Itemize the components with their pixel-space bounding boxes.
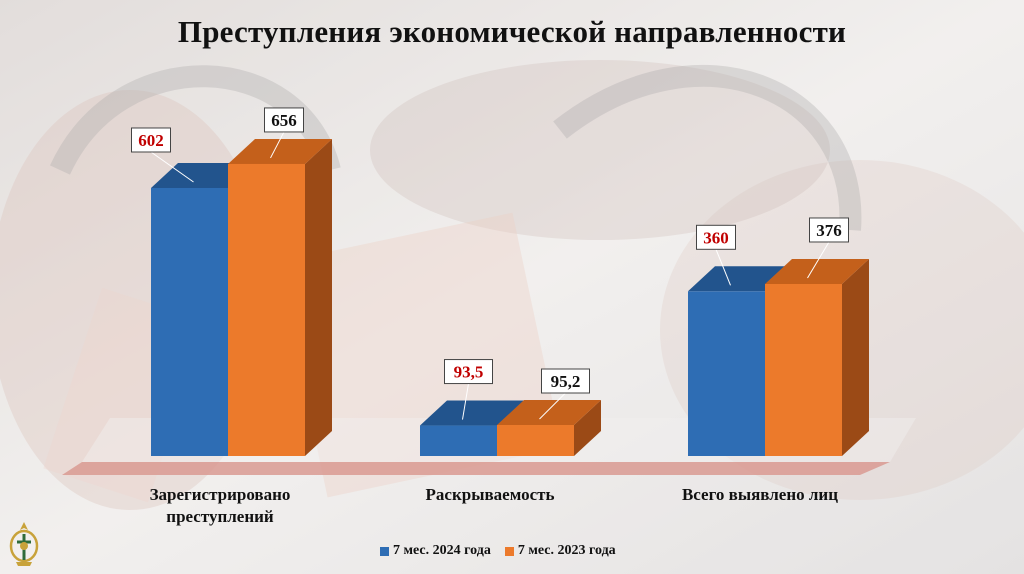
legend-label-2024: 7 мес. 2024 года: [393, 543, 491, 558]
data-label-leader-2023-1: [539, 392, 566, 420]
legend-item-2023: 7 мес. 2023 года: [504, 543, 616, 559]
category-label-persons: Всего выявлено лиц: [681, 485, 839, 504]
bar-2023-1: [497, 425, 574, 456]
data-label-leader-2024-2: [715, 249, 731, 286]
bar-top-2024-1: [420, 400, 524, 426]
data-label-2023-2: 376: [816, 221, 842, 240]
legend-item-2024: 7 мес. 2024 года: [380, 543, 491, 559]
data-label-2024-1: 93,5: [454, 363, 484, 382]
bar-2024-0: [151, 187, 228, 456]
bar-2024-1: [420, 425, 497, 456]
bar-top-2023-0: [228, 138, 332, 164]
bar-side-2023-1: [574, 400, 601, 456]
legend-swatch-2024: [380, 546, 389, 556]
chart-title: Преступления экономической направленност…: [177, 14, 847, 49]
data-label-leader-2023-0: [270, 131, 285, 159]
data-label-2024-0: 602: [138, 131, 164, 150]
prosecutor-emblem-icon: [9, 522, 39, 566]
chart-floor: [62, 462, 890, 475]
data-label-box-2023-1: [541, 368, 590, 394]
legend-swatch-2023: [504, 546, 514, 556]
data-label-box-2023-2: [809, 217, 849, 243]
bar-2024-2: [688, 291, 765, 456]
chart-legend: 7 мес. 2024 года 7 мес. 2023 года: [380, 541, 616, 561]
data-label-leader-2023-2: [807, 241, 830, 279]
data-label-box-2024-2: [696, 224, 736, 250]
bar-2023-0: [228, 163, 305, 457]
data-label-2023-0: 656: [271, 111, 297, 130]
category-label-detection: Раскрываемость: [425, 485, 555, 504]
data-label-box-2024-1: [444, 359, 493, 385]
data-label-leader-2024-0: [150, 151, 194, 183]
data-label-box-2023-0: [264, 107, 304, 133]
bar-2023-2: [765, 283, 842, 456]
bar-side-2023-2: [842, 258, 869, 456]
bar-side-2023-0: [305, 138, 332, 457]
data-label-2024-2: 360: [703, 228, 729, 247]
bar-top-2023-1: [497, 400, 601, 426]
data-label-2023-1: 95,2: [551, 372, 581, 391]
category-label-registered: Зарегистрировано преступлений: [149, 485, 291, 526]
data-label-leader-2024-1: [462, 383, 469, 420]
bar-top-2023-2: [765, 258, 869, 284]
data-label-box-2024-0: [131, 127, 171, 153]
legend-label-2023: 7 мес. 2023 года: [517, 543, 616, 558]
